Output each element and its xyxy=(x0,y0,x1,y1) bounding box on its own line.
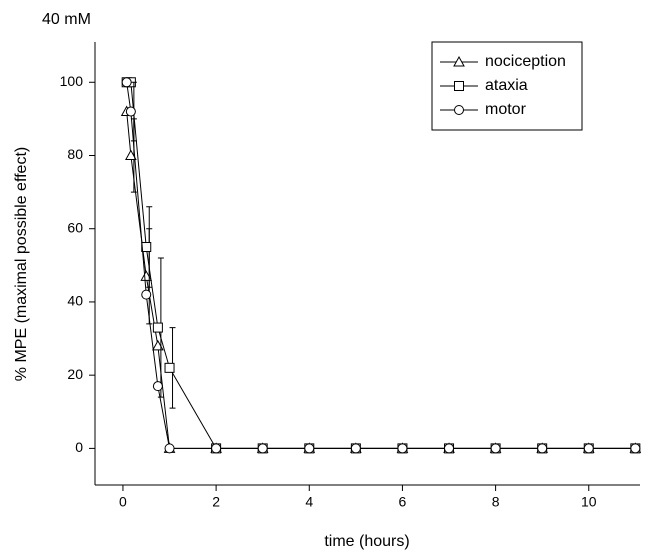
marker xyxy=(152,322,163,333)
marker xyxy=(630,443,641,454)
y-tick-label: 80 xyxy=(67,146,83,162)
marker xyxy=(350,443,361,454)
y-tick-label: 100 xyxy=(60,73,84,89)
marker xyxy=(257,443,268,454)
marker xyxy=(304,443,315,454)
series-line xyxy=(126,111,636,449)
marker xyxy=(583,443,594,454)
series-line xyxy=(126,81,636,449)
marker xyxy=(141,242,152,253)
x-axis-label: time (hours) xyxy=(324,533,409,550)
x-tick-label: 6 xyxy=(399,494,407,510)
marker xyxy=(140,270,153,281)
legend-label: nociception xyxy=(485,53,566,70)
y-axis-label: % MPE (maximal possible effect) xyxy=(13,147,30,381)
marker xyxy=(453,55,465,67)
x-tick-label: 8 xyxy=(492,494,500,510)
marker xyxy=(490,443,501,454)
marker xyxy=(125,106,136,117)
marker xyxy=(164,443,175,454)
marker xyxy=(397,443,408,454)
marker xyxy=(454,81,464,91)
marker xyxy=(537,443,548,454)
marker xyxy=(454,105,464,115)
legend-label: motor xyxy=(485,101,527,118)
legend-label: ataxia xyxy=(485,77,528,94)
y-tick-label: 60 xyxy=(67,219,83,235)
marker xyxy=(121,77,132,88)
chart-title: 40 mM xyxy=(42,11,91,28)
marker xyxy=(141,289,152,300)
marker xyxy=(125,149,137,160)
series-line xyxy=(126,82,636,449)
y-tick-label: 20 xyxy=(67,366,83,382)
marker xyxy=(164,362,175,373)
marker xyxy=(444,443,455,454)
y-tick-label: 0 xyxy=(75,439,83,455)
x-tick-label: 2 xyxy=(212,494,220,510)
x-tick-label: 4 xyxy=(305,494,313,510)
marker xyxy=(211,443,222,454)
marker xyxy=(152,381,163,392)
x-tick-label: 10 xyxy=(581,494,597,510)
y-tick-label: 40 xyxy=(67,293,83,309)
x-tick-label: 0 xyxy=(119,494,127,510)
